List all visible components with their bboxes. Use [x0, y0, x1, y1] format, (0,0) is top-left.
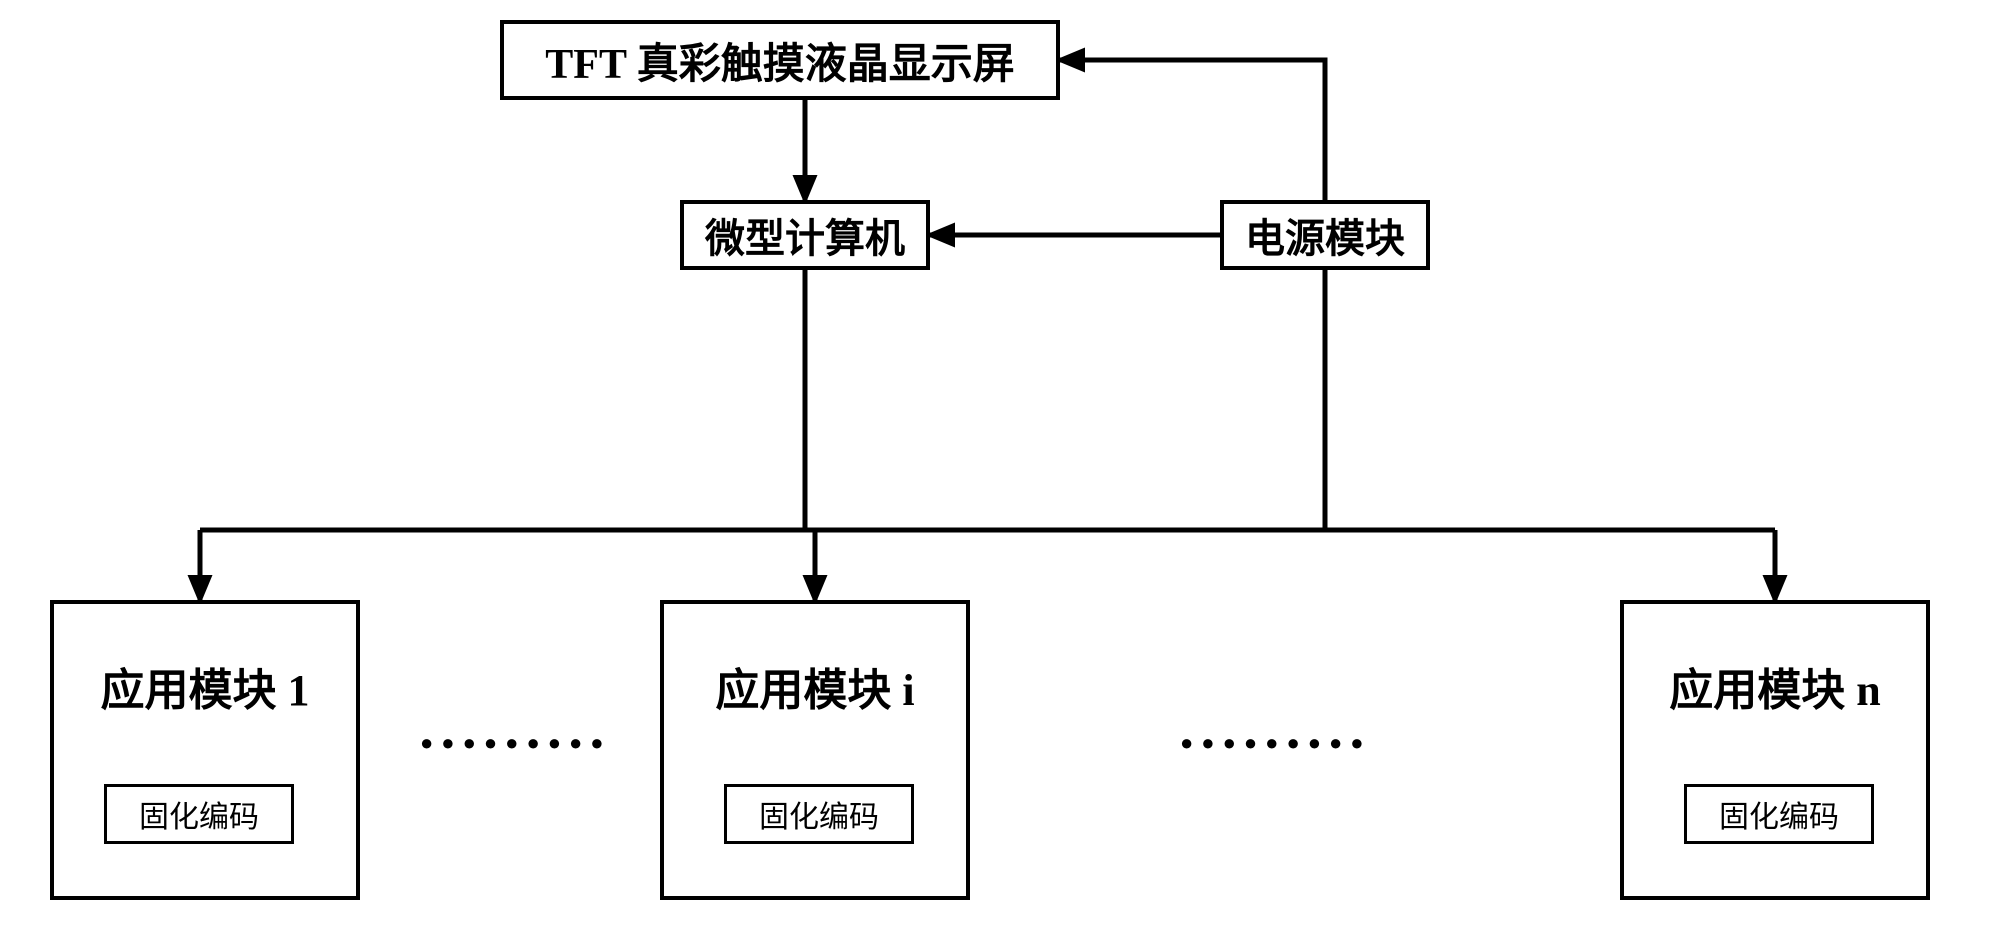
- module-i-label: 应用模块 i: [664, 654, 966, 718]
- module-i-firmware-label: 固化编码: [759, 792, 879, 836]
- module-n-label: 应用模块 n: [1624, 654, 1926, 718]
- ellipsis-2: ●●●●●●●●●: [1180, 730, 1372, 756]
- module-n-firmware-label: 固化编码: [1719, 792, 1839, 836]
- power-label: 电源模块: [1245, 206, 1405, 264]
- microcomputer-label: 微型计算机: [705, 206, 905, 264]
- display-label: TFT 真彩触摸液晶显示屏: [545, 30, 1014, 91]
- module-1-firmware-box: 固化编码: [104, 784, 294, 844]
- module-1-label: 应用模块 1: [54, 654, 356, 718]
- module-1-box: 应用模块 1 固化编码: [50, 600, 360, 900]
- module-i-box: 应用模块 i 固化编码: [660, 600, 970, 900]
- display-box: TFT 真彩触摸液晶显示屏: [500, 20, 1060, 100]
- module-n-box: 应用模块 n 固化编码: [1620, 600, 1930, 900]
- ellipsis-1: ●●●●●●●●●: [420, 730, 612, 756]
- power-box: 电源模块: [1220, 200, 1430, 270]
- module-i-firmware-box: 固化编码: [724, 784, 914, 844]
- module-1-firmware-label: 固化编码: [139, 792, 259, 836]
- module-n-firmware-box: 固化编码: [1684, 784, 1874, 844]
- microcomputer-box: 微型计算机: [680, 200, 930, 270]
